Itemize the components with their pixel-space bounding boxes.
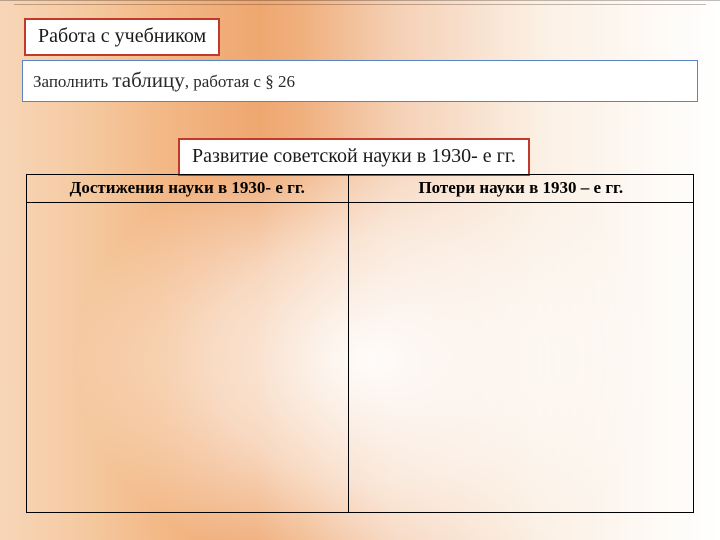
table-header-row: Достижения науки в 1930- е гг. Потери на…	[27, 175, 694, 203]
instruction-prefix: Заполнить	[33, 72, 112, 91]
science-table: Достижения науки в 1930- е гг. Потери на…	[26, 174, 694, 513]
table-header-losses: Потери науки в 1930 – е гг.	[348, 175, 693, 203]
instruction-box: Заполнить таблицу, работая с § 26	[22, 60, 698, 102]
instruction-big: таблицу	[112, 68, 184, 92]
title-text: Работа с учебником	[38, 25, 206, 47]
table-cell-achievements	[27, 203, 349, 513]
instruction-suffix: , работая с § 26	[185, 72, 295, 91]
subtitle-box: Развитие советской науки в 1930- е гг.	[178, 138, 530, 176]
top-rule	[14, 4, 706, 5]
table-row	[27, 203, 694, 513]
title-box: Работа с учебником	[24, 18, 220, 56]
table-header-achievements: Достижения науки в 1930- е гг.	[27, 175, 349, 203]
subtitle-text: Развитие советской науки в 1930- е гг.	[192, 145, 516, 167]
table-cell-losses	[348, 203, 693, 513]
